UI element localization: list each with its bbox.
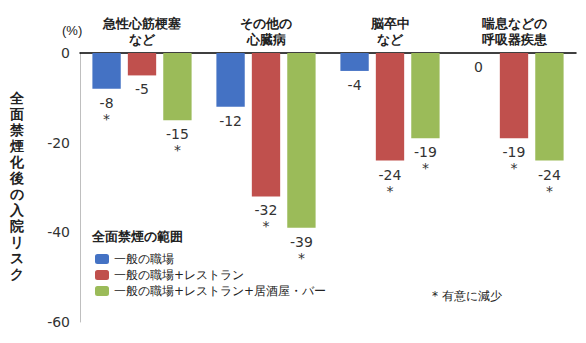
svg-text:*: * <box>298 250 305 266</box>
svg-text:*: * <box>174 142 181 158</box>
svg-text:0: 0 <box>474 59 483 75</box>
svg-text:-40: -40 <box>47 224 70 240</box>
svg-text:*: * <box>103 111 110 127</box>
svg-text:-19: -19 <box>414 144 437 160</box>
svg-text:*: * <box>546 183 553 199</box>
svg-text:など: など <box>377 32 404 47</box>
svg-text:院: 院 <box>10 218 24 234</box>
svg-text:-4: -4 <box>348 77 362 93</box>
svg-text:後: 後 <box>9 170 24 186</box>
svg-text:-24: -24 <box>538 167 561 183</box>
svg-text:*: * <box>387 183 394 199</box>
svg-text:0: 0 <box>61 45 70 61</box>
svg-text:-32: -32 <box>255 202 278 218</box>
svg-text:禁: 禁 <box>9 122 25 138</box>
svg-text:一般の職場: 一般の職場 <box>114 252 174 266</box>
svg-text:一般の職場+レストラン+居酒屋・バー: 一般の職場+レストラン+居酒屋・バー <box>114 284 326 298</box>
svg-text:-39: -39 <box>290 234 313 250</box>
svg-text:の: の <box>10 186 24 202</box>
svg-text:心臓病: 心臓病 <box>246 32 286 47</box>
svg-text:など: など <box>129 32 156 47</box>
svg-text:脳卒中: 脳卒中 <box>370 16 410 31</box>
svg-text:ク: ク <box>10 266 24 282</box>
svg-text:-5: -5 <box>135 81 149 97</box>
svg-text:ス: ス <box>10 250 24 266</box>
svg-text:-20: -20 <box>47 135 70 151</box>
svg-text:喘息などの: 喘息などの <box>482 16 547 31</box>
svg-text:-60: -60 <box>47 314 70 330</box>
svg-text:-8: -8 <box>100 95 114 111</box>
svg-text:一般の職場+レストラン: 一般の職場+レストラン <box>114 268 244 282</box>
svg-text:全面禁煙の範囲: 全面禁煙の範囲 <box>91 229 183 244</box>
svg-text:煙: 煙 <box>9 138 24 154</box>
svg-text:*: * <box>422 160 429 176</box>
svg-text:化: 化 <box>9 154 25 170</box>
svg-text:* 有意に減少: * 有意に減少 <box>432 289 502 303</box>
svg-text:-24: -24 <box>379 167 402 183</box>
svg-text:-19: -19 <box>503 144 526 160</box>
svg-text:-12: -12 <box>219 113 242 129</box>
svg-text:その他の: その他の <box>240 16 292 31</box>
svg-text:*: * <box>511 160 518 176</box>
svg-text:*: * <box>263 218 270 234</box>
svg-text:入: 入 <box>9 202 25 218</box>
svg-text:面: 面 <box>9 106 24 122</box>
svg-text:全: 全 <box>9 90 25 106</box>
svg-text:リ: リ <box>10 234 24 250</box>
svg-text:(%): (%) <box>62 23 82 38</box>
svg-text:急性心筋梗塞: 急性心筋梗塞 <box>102 16 181 31</box>
svg-text:呼吸器疾患: 呼吸器疾患 <box>482 32 548 47</box>
svg-text:-15: -15 <box>166 126 189 142</box>
